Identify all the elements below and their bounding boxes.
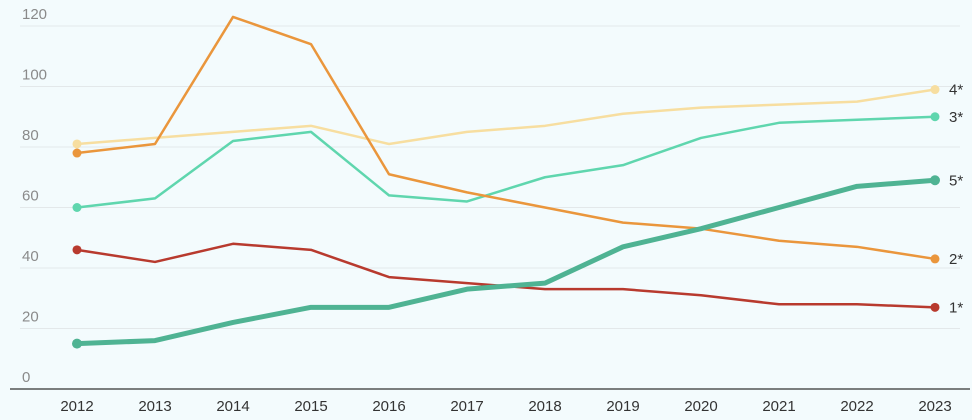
x-tick-label: 2012	[60, 398, 93, 415]
series-5	[72, 175, 940, 349]
x-tick-label: 2021	[762, 398, 795, 415]
y-tick-label: 80	[22, 127, 39, 144]
y-tick-label: 0	[22, 369, 30, 386]
x-tick-label: 2013	[138, 398, 171, 415]
y-tick-label: 100	[22, 67, 47, 84]
x-tick-label: 2019	[606, 398, 639, 415]
x-tick-label: 2018	[528, 398, 561, 415]
data-point	[930, 112, 940, 122]
series-end-labels: 4* 3* 2* 1* 5*	[949, 82, 963, 317]
data-point	[930, 175, 940, 186]
x-tick-label: 2014	[216, 398, 249, 415]
y-tick-label: 40	[22, 248, 39, 265]
data-point	[72, 338, 82, 349]
data-point	[930, 302, 940, 312]
series-label: 3*	[949, 109, 963, 126]
x-tick-label: 2020	[684, 398, 717, 415]
data-point	[72, 148, 82, 158]
series-label: 2*	[949, 251, 963, 268]
series-1	[72, 85, 940, 149]
series-4	[72, 242, 940, 312]
x-tick-label: 2017	[450, 398, 483, 415]
series-3	[72, 15, 940, 264]
data-point	[72, 203, 82, 212]
x-tick-label: 2023	[918, 398, 951, 415]
x-tick-label: 2015	[294, 398, 327, 415]
x-tick-label: 2022	[840, 398, 873, 415]
series-2	[72, 112, 940, 212]
data-point	[72, 139, 82, 149]
y-tick-label: 120	[22, 6, 47, 23]
series-label: 1*	[949, 299, 963, 316]
data-point	[72, 245, 82, 255]
x-tick-label: 2016	[372, 398, 405, 415]
series-label: 5*	[949, 172, 963, 189]
series-line	[75, 115, 937, 209]
series-lines	[72, 15, 940, 349]
grid	[20, 25, 960, 329]
series-line	[75, 242, 937, 309]
y-tick-label: 20	[22, 309, 39, 326]
series-line	[74, 177, 938, 347]
y-tick-label: 60	[22, 188, 39, 205]
series-label: 4*	[949, 82, 963, 99]
series-line	[75, 15, 937, 261]
data-point	[930, 254, 940, 264]
data-point	[930, 85, 940, 95]
series-line	[75, 88, 937, 146]
axes: 0 20 40 60 80 100 120 2012 2013 2014 2015 2016 2017 2…	[10, 6, 970, 415]
